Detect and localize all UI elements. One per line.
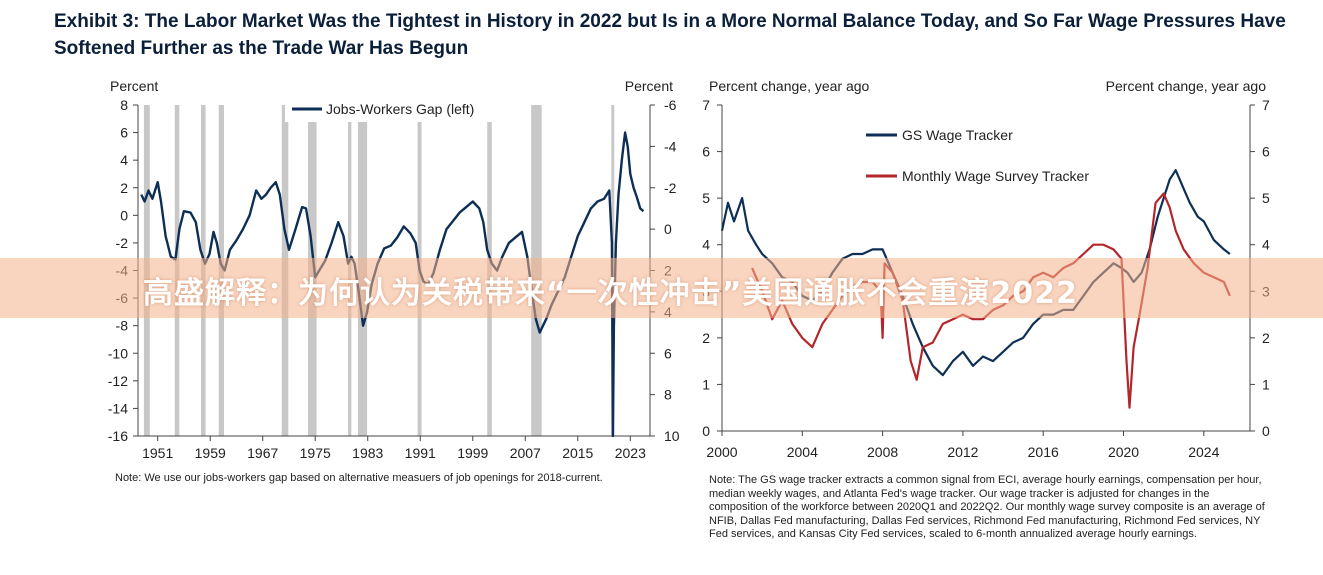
left-y-tick-label: 8: [120, 97, 128, 113]
x-tick-label: 1999: [457, 445, 488, 461]
left-y-tick-label: 4: [120, 152, 128, 168]
left-y-tick-label: 6: [702, 144, 710, 160]
title-line-1: Exhibit 3: The Labor Market Was the Tigh…: [54, 11, 1286, 32]
left-y-tick-label: 4: [702, 237, 710, 253]
right-y-tick-label: 0: [1262, 423, 1270, 439]
banner-text: 高盛解释：为何认为关税带来“一次性冲击”美国通胀不会重演2022: [143, 276, 1078, 311]
x-tick-label: 2012: [947, 444, 978, 460]
x-tick-label: 1983: [352, 445, 383, 461]
left-y-tick-label: 5: [702, 190, 710, 206]
x-tick-label: 1959: [195, 445, 226, 461]
left-y-tick-label: -10: [108, 345, 128, 361]
left-y-tick-label: 2: [120, 180, 128, 196]
right-y-tick-label: 1: [1262, 376, 1270, 392]
right-y-tick-label: 10: [664, 428, 680, 444]
left-y-tick-label: 2: [702, 330, 710, 346]
wage-tracker-chart: 7766554433221100200020042008201220162020…: [702, 78, 1270, 460]
left-y-tick-label: 0: [120, 207, 128, 223]
x-tick-label: 1951: [142, 445, 173, 461]
right-y-tick-label: 6: [1262, 144, 1270, 160]
x-tick-label: 2023: [615, 445, 646, 461]
x-tick-label: 1975: [300, 445, 331, 461]
x-tick-label: 2016: [1028, 444, 1059, 460]
right-y-tick-label: -6: [664, 97, 677, 113]
legend-label-jobs-workers-gap: Jobs-Workers Gap (left): [326, 101, 474, 117]
x-tick-label: 1967: [247, 445, 278, 461]
left-y-tick-label: -8: [116, 318, 129, 334]
jobs-workers-gap-line: [140, 131, 645, 438]
right-y-tick-label: -2: [664, 180, 677, 196]
left-axis-label: Percent change, year ago: [709, 78, 870, 94]
left-y-tick-label: -12: [108, 373, 128, 389]
legend-label-gs-wage-tracker: GS Wage Tracker: [902, 127, 1013, 143]
x-tick-label: 2015: [562, 445, 593, 461]
x-tick-label: 2008: [867, 444, 898, 460]
left-y-tick-label: 7: [702, 97, 710, 113]
right-chart-note: Note: The GS wage tracker extracts a com…: [709, 474, 1265, 540]
x-tick-label: 1991: [405, 445, 436, 461]
x-tick-label: 2007: [510, 445, 541, 461]
watermark-banner: [0, 258, 1323, 318]
left-chart-note: Note: We use our jobs-workers gap based …: [115, 472, 603, 484]
x-tick-label: 2020: [1108, 444, 1139, 460]
right-y-tick-label: 5: [1262, 190, 1270, 206]
title-line-2: Softened Further as the Trade War Has Be…: [54, 38, 469, 59]
right-axis-label: Percent: [625, 78, 673, 94]
right-y-tick-label: 4: [1262, 237, 1270, 253]
left-y-tick-label: -16: [108, 428, 128, 444]
left-y-tick-label: -2: [116, 235, 129, 251]
left-y-tick-label: 6: [120, 125, 128, 141]
left-y-tick-label: 1: [702, 376, 710, 392]
right-y-tick-label: 2: [1262, 330, 1270, 346]
left-y-tick-label: 0: [702, 423, 710, 439]
left-axis-label: Percent: [110, 78, 158, 94]
x-tick-label: 2000: [706, 444, 737, 460]
right-y-tick-label: -4: [664, 138, 677, 154]
right-y-tick-label: 8: [664, 387, 672, 403]
x-tick-label: 2004: [787, 444, 818, 460]
right-axis-label: Percent change, year ago: [1106, 78, 1267, 94]
left-y-tick-label: -14: [108, 400, 128, 416]
right-y-tick-label: 7: [1262, 97, 1270, 113]
page-title: Exhibit 3: The Labor Market Was the Tigh…: [54, 8, 1314, 62]
legend-label-monthly-wage-survey: Monthly Wage Survey Tracker: [902, 168, 1089, 184]
right-y-tick-label: 6: [664, 345, 672, 361]
right-y-tick-label: 0: [664, 221, 672, 237]
x-tick-label: 2024: [1188, 444, 1219, 460]
legend-background: [285, 98, 510, 122]
